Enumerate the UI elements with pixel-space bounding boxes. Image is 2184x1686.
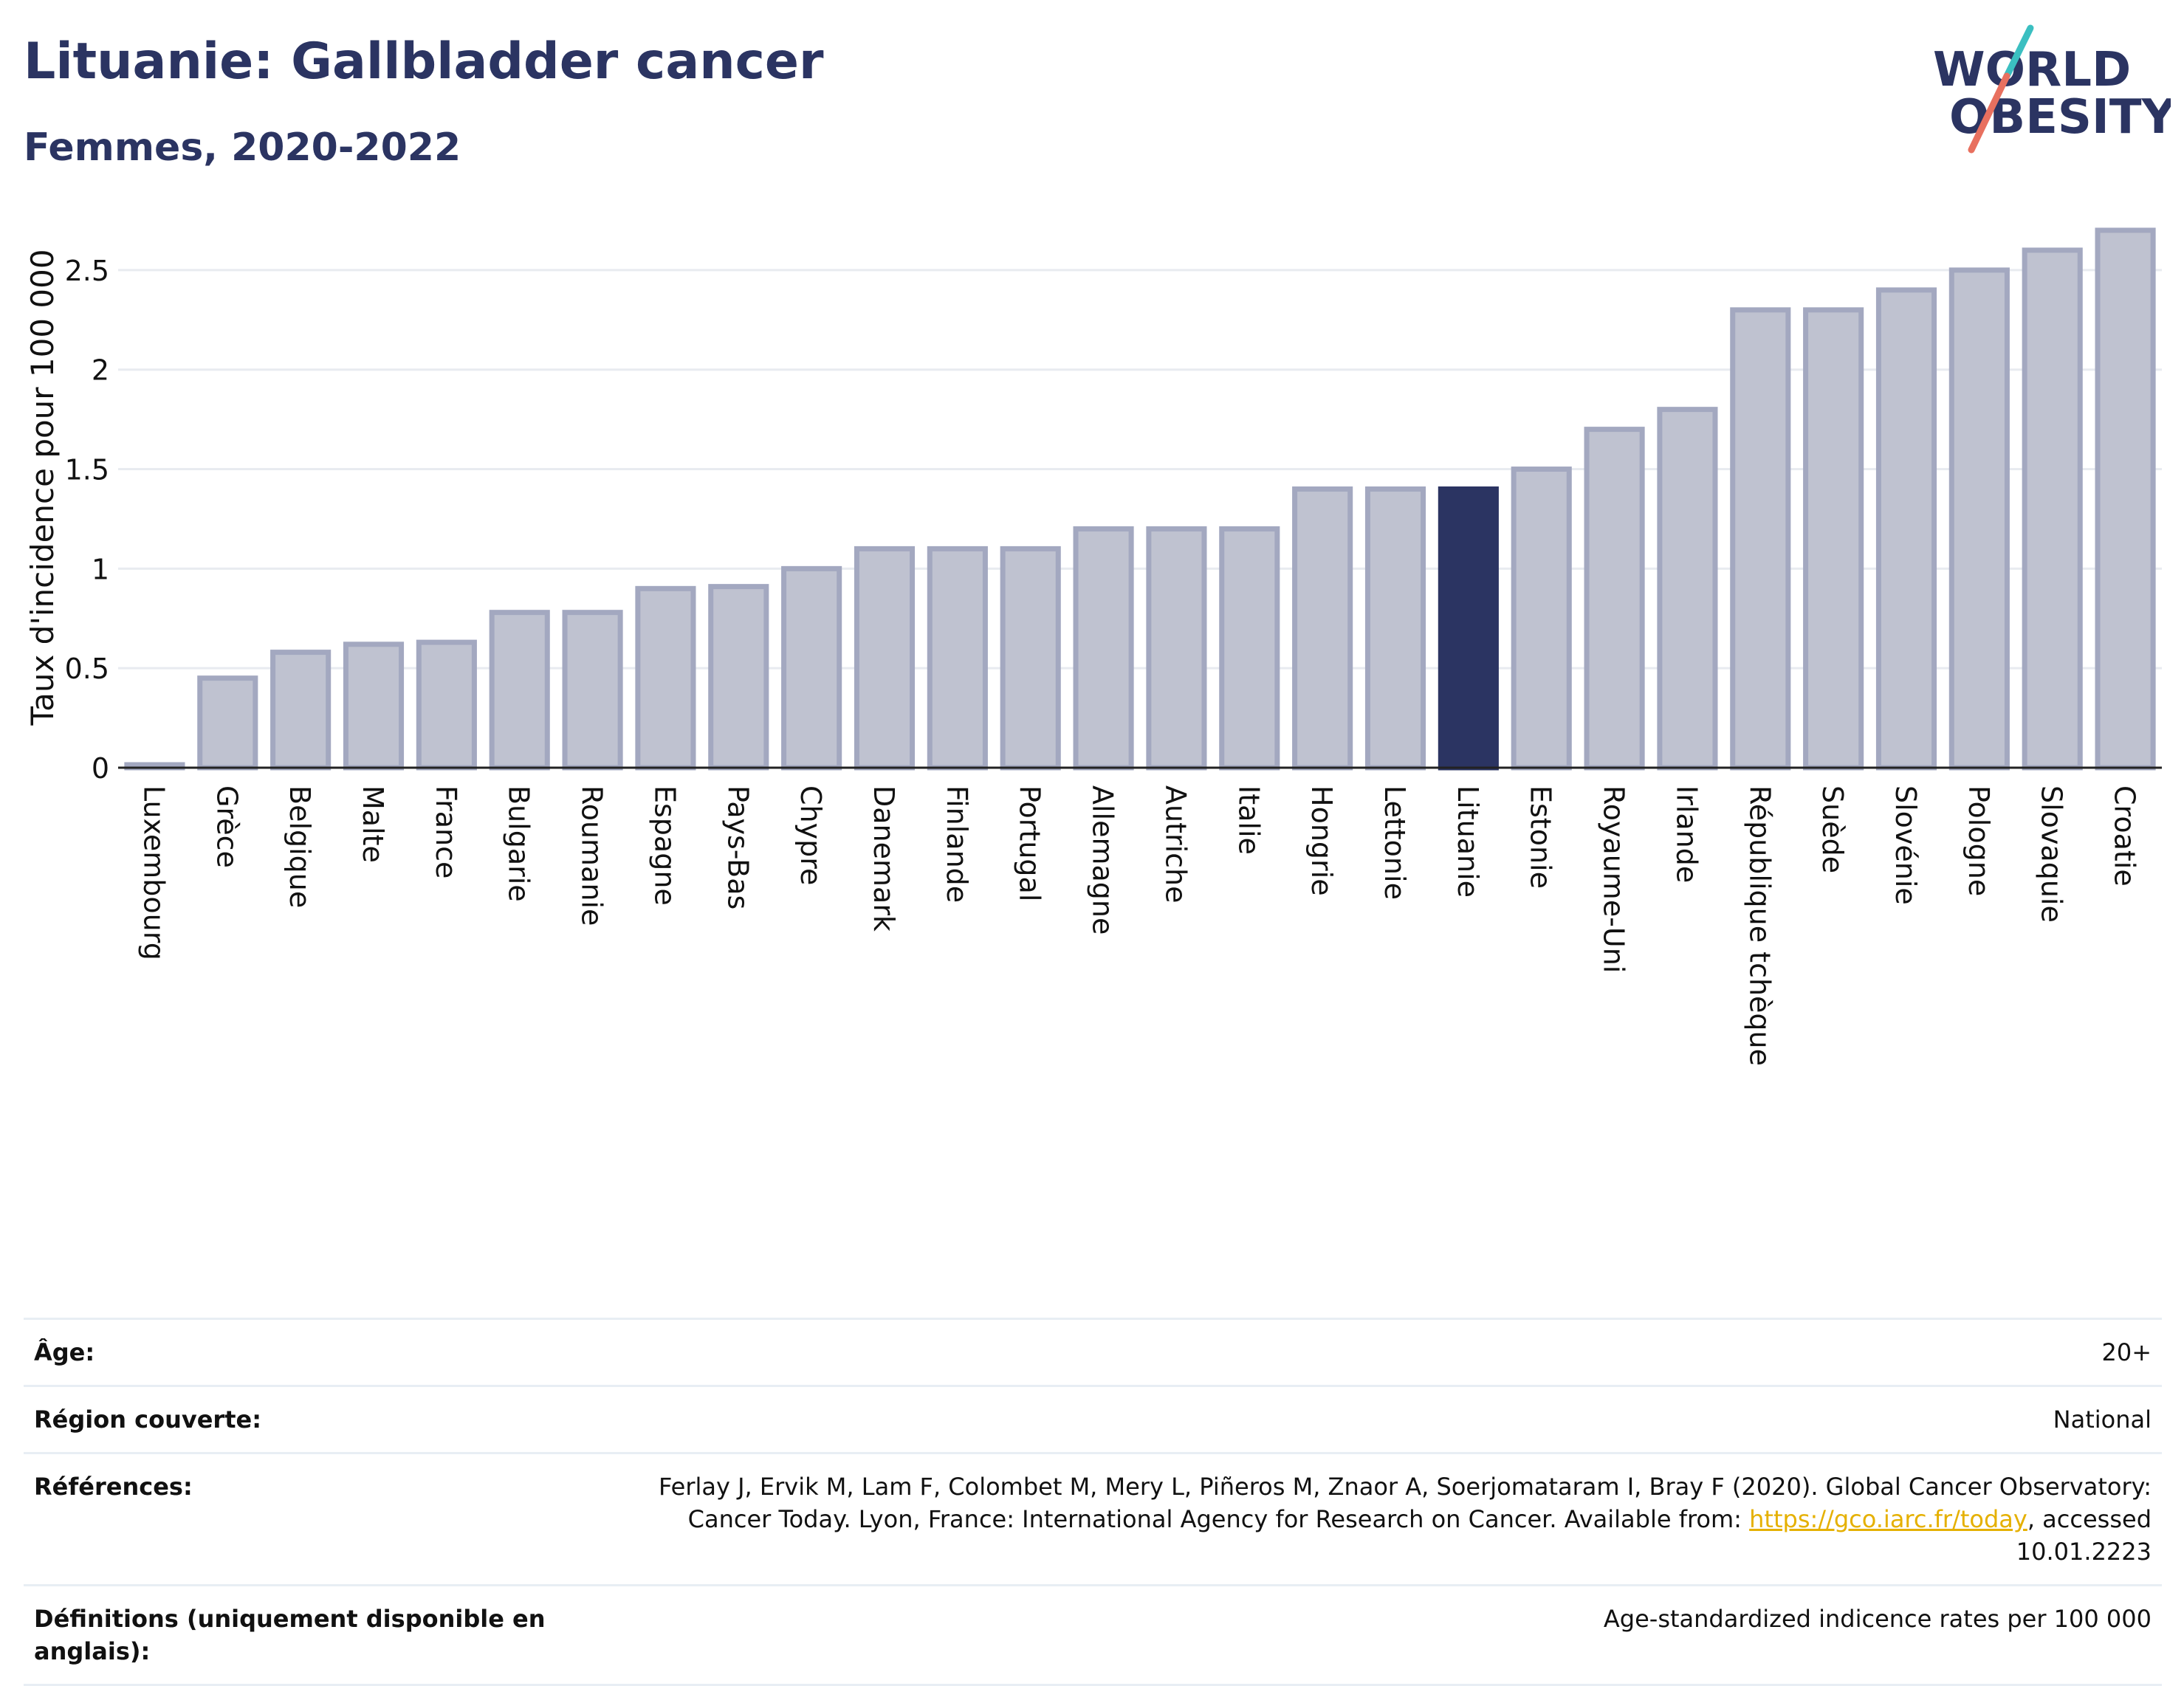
bar-bulgarie bbox=[489, 610, 550, 771]
info-value-definitions: Age-standardized indicence rates per 100… bbox=[576, 1584, 2162, 1686]
x-category-label: Finlande bbox=[941, 785, 973, 903]
bar-allemagne bbox=[1073, 526, 1134, 771]
x-category-label: Suède bbox=[1816, 785, 1849, 873]
bar-espagne bbox=[635, 585, 696, 771]
bar-estonie bbox=[1511, 467, 1572, 771]
x-category-label: Lituanie bbox=[1452, 785, 1484, 898]
x-category-label: Chypre bbox=[794, 785, 827, 885]
y-tick-label: 1.5 bbox=[65, 454, 109, 486]
info-label-age: Âge: bbox=[24, 1318, 576, 1386]
bar-gr-ce bbox=[197, 675, 258, 771]
x-category-label: Italie bbox=[1232, 785, 1265, 855]
world-obesity-logo: WORLD OBESITY bbox=[1933, 24, 2171, 154]
x-category-label: Estonie bbox=[1525, 785, 1557, 889]
info-row-region: Région couverte: National bbox=[24, 1385, 2162, 1453]
x-category-label: Luxembourg bbox=[137, 785, 170, 960]
info-value-references: Ferlay J, Ervik M, Lam F, Colombet M, Me… bbox=[576, 1452, 2162, 1586]
x-category-label: Slovénie bbox=[1889, 785, 1922, 905]
x-category-label: Autriche bbox=[1159, 785, 1192, 904]
bar-irlande bbox=[1657, 407, 1718, 771]
x-category-label: Lettonie bbox=[1378, 785, 1411, 900]
info-value-age: 20+ bbox=[576, 1318, 2162, 1386]
bar-italie bbox=[1219, 526, 1280, 771]
x-category-label: Belgique bbox=[284, 785, 316, 908]
bar-belgique bbox=[270, 650, 332, 771]
bar-chart: 0 0.5 1 1.5 2 2.5 Luxembourg Grèce Belgique Malt… bbox=[24, 227, 2162, 1066]
x-category-label: Roumanie bbox=[576, 785, 608, 926]
bar-finlande bbox=[927, 546, 988, 771]
page-title: Lituanie: Gallbladder cancer bbox=[24, 32, 824, 91]
x-category-label: Portugal bbox=[1014, 785, 1046, 901]
bar-croatie bbox=[2095, 227, 2156, 771]
bar-royaume-uni bbox=[1584, 427, 1645, 771]
bar-danemark bbox=[854, 546, 916, 771]
x-category-label: Grèce bbox=[210, 785, 243, 868]
info-label-region: Région couverte: bbox=[24, 1385, 576, 1453]
y-tick-label: 1 bbox=[92, 553, 109, 585]
y-tick-label: 0.5 bbox=[65, 653, 109, 685]
x-category-label: Bulgarie bbox=[503, 785, 535, 902]
x-category-labels: Luxembourg Grèce Belgique Malte France Bulgar… bbox=[137, 785, 2140, 1066]
x-category-label: Royaume-Uni bbox=[1598, 785, 1630, 973]
references-accessed: , accessed 10.01.2223 bbox=[2016, 1505, 2152, 1566]
info-value-region: National bbox=[576, 1385, 2162, 1453]
references-text: Ferlay J, Ervik M, Lam F, Colombet M, Me… bbox=[659, 1473, 2152, 1533]
bar-france bbox=[416, 639, 477, 771]
x-category-label: République tchèque bbox=[1743, 785, 1776, 1066]
y-tick-labels: 0 0.5 1 1.5 2 2.5 bbox=[65, 255, 109, 785]
bars bbox=[118, 227, 2162, 771]
page-subtitle: Femmes, 2020-2022 bbox=[24, 125, 461, 170]
bar-hongrie bbox=[1292, 486, 1353, 771]
bar-lettonie bbox=[1364, 486, 1426, 771]
x-category-label: Allemagne bbox=[1087, 785, 1119, 935]
bar-lituanie bbox=[1438, 486, 1499, 771]
y-axis-label: Taux d'incidence pour 100 000 bbox=[24, 249, 61, 726]
bar-slovaquie bbox=[2022, 247, 2083, 771]
bar-autriche bbox=[1146, 526, 1207, 771]
y-tick-label: 2.5 bbox=[65, 255, 109, 287]
y-tick-label: 0 bbox=[92, 752, 109, 785]
x-category-label: Slovaquie bbox=[2036, 785, 2068, 923]
x-category-label: Croatie bbox=[2109, 785, 2141, 887]
info-label-references: Références: bbox=[24, 1452, 576, 1586]
bar-roumanie bbox=[562, 610, 623, 771]
x-category-label: Pologne bbox=[1962, 785, 1995, 896]
bar-slov-nie bbox=[1875, 287, 1937, 771]
bar-pologne bbox=[1948, 267, 2010, 771]
bar-portugal bbox=[1000, 546, 1061, 771]
bar-chypre bbox=[781, 565, 842, 771]
logo-slash-teal bbox=[2003, 24, 2034, 80]
y-tick-label: 2 bbox=[92, 354, 109, 387]
info-row-age: Âge: 20+ bbox=[24, 1318, 2162, 1386]
logo-text-world: WORLD bbox=[1933, 43, 2131, 97]
x-category-label: Pays-Bas bbox=[721, 785, 754, 909]
x-category-label: Irlande bbox=[1670, 785, 1703, 883]
bar-malte bbox=[343, 641, 405, 771]
bar-su-de bbox=[1803, 307, 1864, 771]
bar-r-publique-tch-que bbox=[1730, 307, 1791, 771]
info-label-definitions: Définitions (uniquement disponible en an… bbox=[24, 1584, 576, 1686]
bar-pays-bas bbox=[708, 584, 769, 771]
x-category-label: France bbox=[430, 785, 462, 878]
info-table: Âge: 20+ Région couverte: National Référ… bbox=[24, 1318, 2162, 1686]
x-category-label: Espagne bbox=[648, 785, 681, 906]
info-row-definitions: Définitions (uniquement disponible en an… bbox=[24, 1584, 2162, 1686]
info-row-references: Références: Ferlay J, Ervik M, Lam F, Co… bbox=[24, 1452, 2162, 1586]
x-category-label: Hongrie bbox=[1305, 785, 1338, 896]
x-category-label: Danemark bbox=[868, 785, 900, 932]
logo-slash-coral bbox=[1968, 72, 2010, 154]
references-link[interactable]: https://gco.iarc.fr/today bbox=[1749, 1505, 2027, 1533]
x-category-label: Malte bbox=[357, 785, 389, 863]
